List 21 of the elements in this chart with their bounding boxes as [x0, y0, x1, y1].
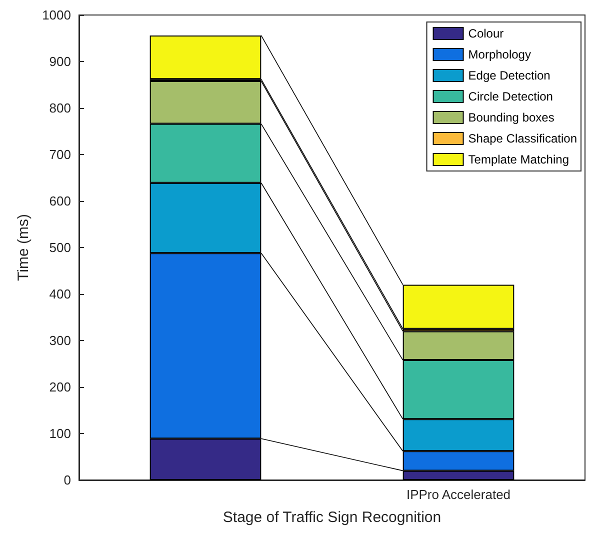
legend-label: Shape Classification [468, 132, 578, 146]
legend-label: Circle Detection [468, 90, 553, 104]
y-tick-label: 900 [49, 54, 71, 69]
y-tick-label: 100 [49, 426, 71, 441]
y-tick-label: 600 [49, 194, 71, 208]
y-tick-label: 200 [49, 380, 71, 394]
y-tick-label: 800 [49, 100, 71, 116]
legend-label: Edge Detection [468, 68, 550, 82]
y-tick-label: 0 [64, 472, 71, 488]
y-tick-label: 1000 [42, 8, 71, 22]
legend-label: Morphology [468, 48, 531, 62]
y-axis-title: Time (ms) [15, 214, 32, 281]
legend-label: Template Matching [468, 152, 569, 166]
legend-label: Colour [468, 26, 504, 40]
y-tick-label: 400 [49, 286, 71, 302]
x-axis-title: Stage of Traffic Sign Recognition [222, 509, 442, 526]
x-tick-label: IPPro Accelerated [406, 487, 511, 502]
y-tick-label: 500 [49, 240, 71, 255]
legend-label: Bounding boxes [468, 110, 554, 124]
y-tick-label: 300 [49, 333, 71, 348]
y-tick-label: 700 [49, 147, 71, 162]
